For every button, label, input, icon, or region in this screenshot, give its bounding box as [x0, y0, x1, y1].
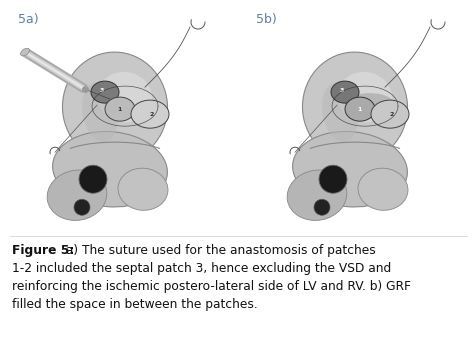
Ellipse shape — [20, 48, 30, 56]
Text: a) The suture used for the anastomosis of patches: a) The suture used for the anastomosis o… — [62, 244, 375, 257]
Text: 1-2 included the septal patch 3, hence excluding the VSD and: 1-2 included the septal patch 3, hence e… — [12, 262, 390, 275]
Ellipse shape — [118, 168, 168, 210]
Ellipse shape — [330, 81, 358, 103]
Circle shape — [79, 165, 107, 193]
Ellipse shape — [52, 131, 167, 207]
Circle shape — [318, 165, 346, 193]
Text: Figure 5:: Figure 5: — [12, 244, 74, 257]
Ellipse shape — [345, 93, 393, 115]
Ellipse shape — [287, 170, 346, 220]
Ellipse shape — [292, 131, 407, 207]
Text: 3: 3 — [339, 88, 344, 93]
Text: 3: 3 — [99, 88, 104, 93]
Ellipse shape — [91, 81, 119, 103]
Ellipse shape — [62, 52, 167, 162]
Text: 1: 1 — [357, 107, 361, 111]
Text: 1: 1 — [118, 107, 122, 111]
Circle shape — [313, 199, 329, 215]
Text: filled the space in between the patches.: filled the space in between the patches. — [12, 298, 257, 311]
Ellipse shape — [357, 168, 407, 210]
Circle shape — [74, 199, 90, 215]
Ellipse shape — [344, 97, 374, 121]
Text: 2: 2 — [149, 111, 154, 117]
Ellipse shape — [47, 170, 107, 220]
Ellipse shape — [321, 83, 357, 142]
Ellipse shape — [131, 100, 169, 128]
Ellipse shape — [302, 52, 407, 162]
Text: 5b): 5b) — [256, 13, 276, 26]
Text: reinforcing the ischemic postero-lateral side of LV and RV. b) GRF: reinforcing the ischemic postero-lateral… — [12, 280, 410, 293]
Ellipse shape — [98, 72, 152, 122]
Ellipse shape — [105, 97, 135, 121]
Ellipse shape — [82, 83, 118, 142]
Ellipse shape — [337, 72, 392, 122]
Text: 2: 2 — [389, 111, 393, 117]
Text: 5a): 5a) — [18, 13, 39, 26]
Ellipse shape — [370, 100, 408, 128]
